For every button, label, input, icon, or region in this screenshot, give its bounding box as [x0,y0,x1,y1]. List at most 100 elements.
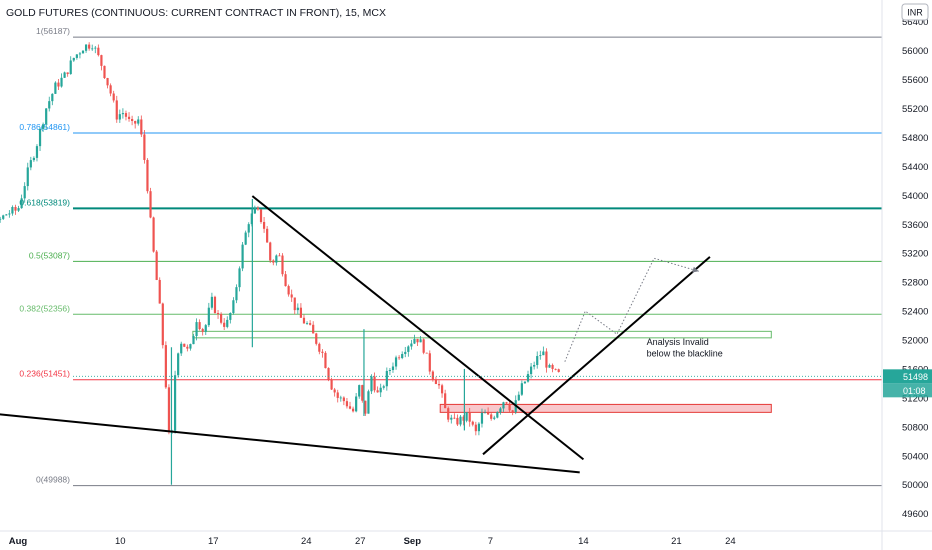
blackline-support[interactable] [482,256,711,456]
candle-body [355,396,358,412]
y-tick-label: 51200 [902,393,928,404]
candle-body [272,260,275,263]
x-tick-label: 17 [208,536,219,547]
candle-body [201,329,204,332]
fib-level-label: 0.786(54861) [19,122,70,132]
candle-body [91,48,94,50]
candle-body [54,82,57,94]
candle-body [186,346,189,349]
trendlines[interactable] [0,195,711,474]
candle-body [42,124,45,129]
candle-body [69,60,72,75]
candle-body [241,244,244,269]
x-tick-label: 24 [301,536,312,547]
candle-body [456,417,459,425]
candle-body [364,400,367,414]
candle-body [391,366,395,371]
candle-body [385,370,388,387]
candle-body [309,323,312,325]
candle-body [88,44,91,49]
analysis-note: Analysis Invalid [647,337,709,347]
candle-body [370,376,373,392]
projection-arrowhead [692,266,699,273]
currency-badge[interactable]: INR [901,3,929,21]
candle-body [232,300,235,314]
candle-body [342,397,345,402]
candle-body [422,339,425,353]
candle-body [97,47,100,56]
candle-body [152,217,155,252]
candle-body [244,232,247,245]
candle-body [100,55,103,66]
candle-body [428,353,431,372]
candle-body [502,402,505,409]
candle-body [256,207,260,210]
candle-body [78,53,82,55]
candle-body [60,77,63,87]
candle-body [121,113,125,115]
candle-body [164,345,167,388]
candle-body [281,255,284,275]
y-tick-label: 50800 [902,422,928,433]
candle-body [275,255,278,263]
last-price-tag[interactable] [883,369,932,384]
y-tick-label: 53200 [902,249,928,260]
y-tick-label: 54400 [902,162,928,173]
countdown-value: 01:08 [903,386,926,396]
candle-body [302,317,306,324]
candle-body [235,287,238,301]
candle-body [526,374,530,382]
candle-body [143,134,146,160]
candle-body [490,414,493,419]
candle-body [26,167,29,187]
y-tick-label: 49600 [902,509,928,520]
candle-body [523,381,527,384]
candle-body [367,391,370,414]
candle-body [315,333,318,344]
candle-body [321,351,324,353]
candle-body [238,268,241,288]
candle-body [361,385,364,401]
candle-body [269,242,272,261]
candle-body [158,279,161,304]
candle-body [447,408,450,420]
candle-body [431,371,434,380]
x-tick-label: 27 [355,536,366,547]
annotations: Analysis Invalid below the blackline [647,337,723,359]
candle-body [5,214,8,216]
candle-body [505,402,508,404]
candle-body [35,146,39,158]
candle-body [437,384,441,386]
candle-body [373,376,376,391]
candle-body [0,218,2,220]
candle-body [318,343,321,352]
lower-support[interactable] [0,409,580,474]
candle-body [474,424,477,432]
candle-body [416,338,419,343]
candle-body [213,296,217,314]
candle-body [167,387,171,433]
candle-body [112,93,115,101]
candle-body [517,394,520,401]
candles [0,42,560,485]
candle-body [183,343,186,347]
candle-body [124,113,128,117]
candle-body [407,346,410,352]
candle-body [348,406,352,409]
candle-body [312,324,315,334]
candle-body [327,368,330,380]
candle-body [554,368,557,370]
candle-body [557,369,560,372]
y-tick-label: 50000 [902,480,928,491]
candle-body [189,344,192,349]
candle-body [496,412,499,418]
candle-body [57,82,60,87]
candle-body [413,338,416,344]
candle-body [137,119,140,124]
candle-body [204,325,207,332]
candle-body [410,343,413,347]
candle-body [401,354,404,358]
